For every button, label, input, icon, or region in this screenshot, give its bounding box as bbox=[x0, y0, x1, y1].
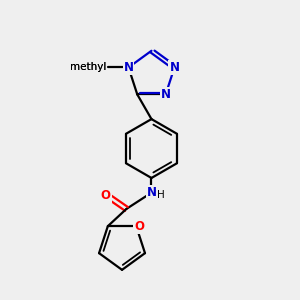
Text: N: N bbox=[146, 186, 157, 199]
Text: N: N bbox=[161, 88, 171, 101]
Text: methyl: methyl bbox=[70, 62, 106, 73]
Text: methyl: methyl bbox=[70, 62, 106, 73]
Text: N: N bbox=[169, 61, 179, 74]
Text: O: O bbox=[134, 220, 144, 233]
Text: N: N bbox=[124, 61, 134, 74]
Text: H: H bbox=[157, 190, 165, 200]
Text: O: O bbox=[101, 189, 111, 202]
